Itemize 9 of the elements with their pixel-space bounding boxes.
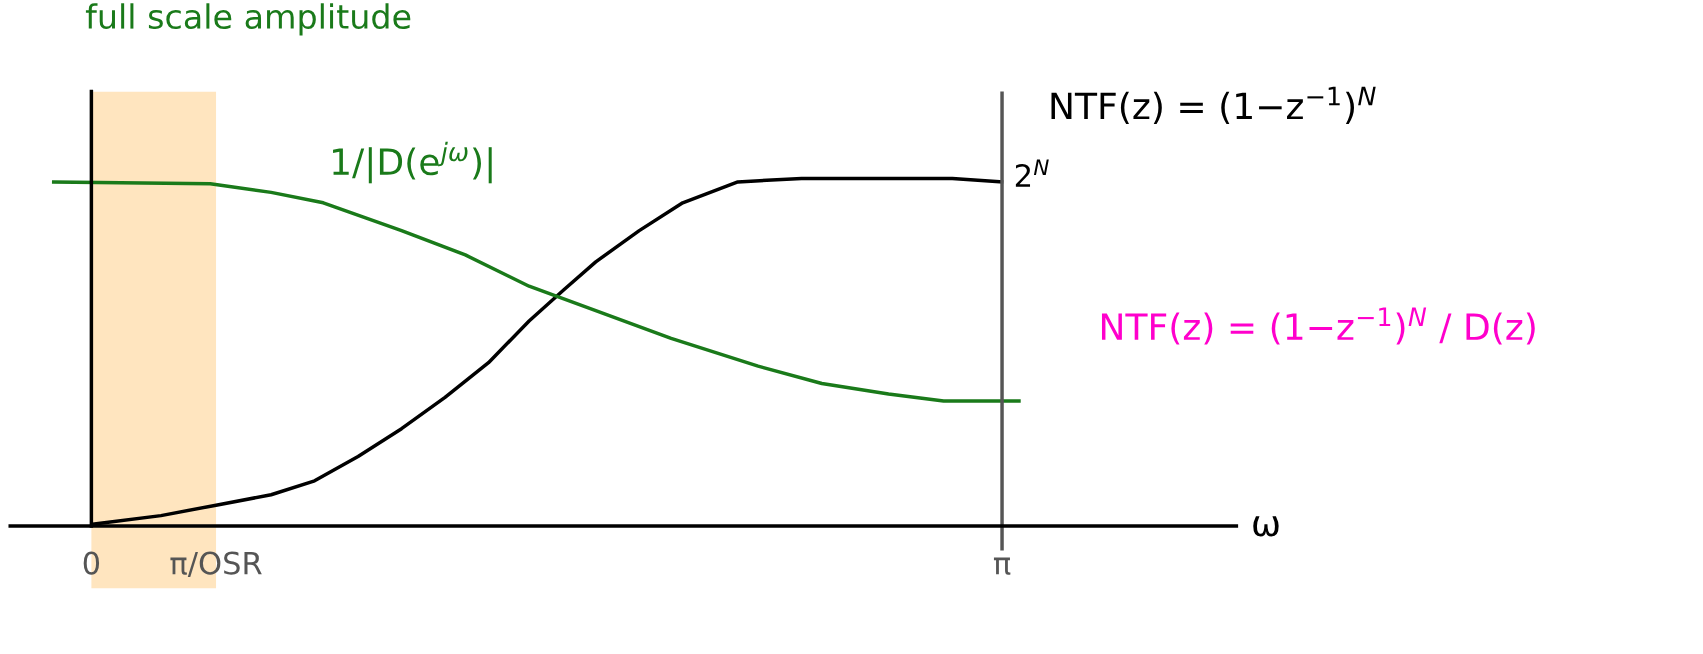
annotation: 2$^{N}$ bbox=[1015, 159, 1049, 187]
x-tick-label: π/OSR bbox=[170, 551, 262, 578]
x-tick-label: π bbox=[993, 557, 1011, 575]
series-label: 1/|D(e$^{jω}$)| bbox=[333, 141, 492, 184]
text: NTF(z) = (1−z$^{−1}$)$^{N}$ bbox=[1051, 86, 1376, 124]
annotation: NTF(z) = (1−z$^{−1}$)$^{N}$ / D(z) bbox=[1101, 307, 1535, 345]
x-tick-label: 0 bbox=[83, 551, 100, 575]
x-axis-title: ω bbox=[1253, 516, 1279, 537]
text: full scale amplitude bbox=[85, 3, 411, 36]
